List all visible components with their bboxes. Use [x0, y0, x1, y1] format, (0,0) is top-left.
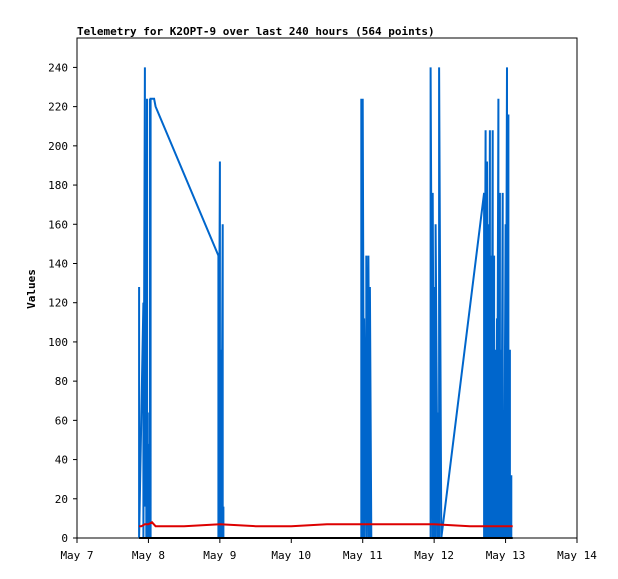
y-axis-label: Values — [25, 269, 38, 309]
series-layer — [138, 67, 513, 539]
y-tick-label: 180 — [48, 179, 68, 192]
x-tick-label: May 10 — [271, 549, 311, 562]
y-tick-label: 160 — [48, 218, 68, 231]
y-tick-label: 40 — [55, 454, 68, 467]
x-tick-label: May 12 — [414, 549, 454, 562]
x-axis: May 7 May 8 May 9 May 10 May 11 May 12 May 13 M… — [60, 538, 597, 562]
x-tick-label: May 9 — [203, 549, 236, 562]
chart-title: Telemetry for K2OPT-9 over last 240 hour… — [77, 25, 435, 38]
y-tick-label: 140 — [48, 257, 68, 270]
y-tick-label: 60 — [55, 414, 68, 427]
x-tick-label: May 14 — [557, 549, 597, 562]
x-tick-label: May 8 — [132, 549, 165, 562]
series-line-0 — [138, 67, 513, 539]
y-tick-label: 80 — [55, 375, 68, 388]
y-axis: 0 20 40 60 80 100 120 140 160 180 200 220 240 — [48, 61, 77, 545]
x-tick-label: May 11 — [343, 549, 383, 562]
x-tick-label: May 13 — [486, 549, 526, 562]
y-tick-label: 0 — [61, 532, 68, 545]
y-tick-label: 120 — [48, 297, 68, 310]
series-line-1 — [139, 521, 513, 528]
y-tick-label: 100 — [48, 336, 68, 349]
x-tick-label: May 7 — [60, 549, 93, 562]
y-tick-label: 240 — [48, 61, 68, 74]
y-tick-label: 220 — [48, 101, 68, 114]
y-tick-label: 20 — [55, 493, 68, 506]
y-tick-label: 200 — [48, 140, 68, 153]
